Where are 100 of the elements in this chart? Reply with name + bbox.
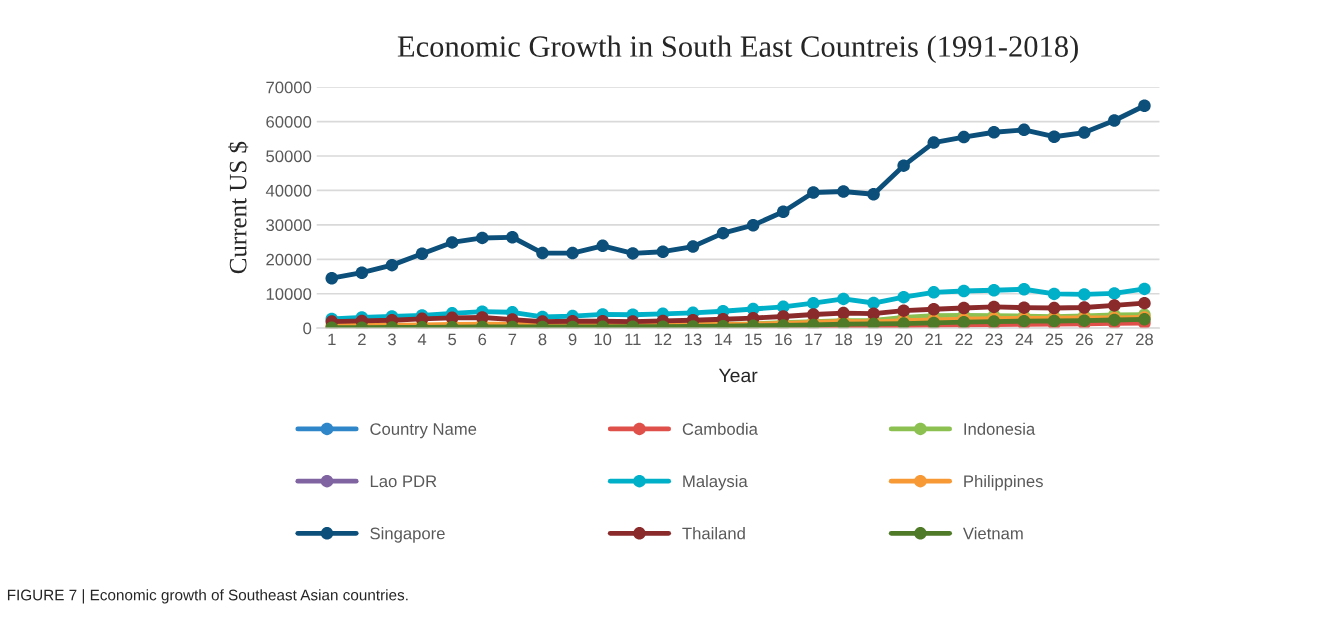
point [927, 136, 940, 149]
point [355, 266, 369, 279]
point [867, 307, 880, 320]
point [626, 247, 639, 260]
x-tick-label: 15 [745, 333, 762, 346]
point [746, 218, 760, 232]
point [957, 301, 971, 315]
legend-label: Lao PDR [370, 475, 437, 488]
point [807, 186, 820, 199]
point [1017, 123, 1031, 137]
x-tick-label: 5 [448, 333, 457, 346]
y-axis-title: Current US $ [228, 141, 249, 274]
point [987, 300, 1001, 314]
point [415, 247, 429, 261]
x-tick-label: 12 [654, 333, 672, 346]
point [957, 130, 971, 144]
point [325, 271, 339, 285]
x-tick-label: 27 [1105, 333, 1123, 346]
y-tick-label: 50000 [266, 150, 312, 163]
point [807, 296, 820, 310]
y-tick-label: 10000 [266, 288, 312, 300]
y-tick-label: 20000 [266, 253, 312, 266]
point [897, 290, 910, 304]
y-tick-label: 60000 [266, 115, 312, 128]
point [1108, 287, 1121, 300]
x-tick-label: 6 [478, 333, 487, 346]
point [1077, 126, 1091, 139]
legend-label: Thailand [682, 527, 745, 540]
point [536, 246, 549, 260]
point [987, 284, 1001, 297]
legend-label: Singapore [370, 527, 445, 543]
legend-label: Vietnam [962, 527, 1023, 540]
point [1047, 130, 1061, 143]
point [1138, 282, 1151, 296]
x-tick-label: 11 [625, 333, 641, 346]
x-tick-label: 14 [715, 333, 732, 346]
point [927, 303, 940, 316]
point [1077, 301, 1091, 314]
point [807, 308, 820, 321]
point [1108, 299, 1121, 312]
point [837, 185, 850, 198]
x-tick-label: 21 [925, 333, 943, 346]
x-tick-label: 4 [417, 333, 427, 346]
x-tick-label: 22 [955, 333, 973, 346]
legend-label: Country Name [370, 423, 477, 439]
x-tick-label: 28 [1136, 333, 1153, 346]
point [716, 226, 730, 240]
point [867, 187, 880, 201]
point [777, 205, 790, 219]
x-tick-label: 25 [1045, 333, 1063, 346]
legend-label: Malaysia [683, 474, 748, 491]
x-tick-label: 7 [508, 333, 517, 346]
point [445, 236, 459, 249]
y-tick-label: 40000 [265, 184, 312, 197]
x-tick-label: 3 [387, 333, 396, 346]
x-tick-label: 1 [328, 333, 336, 346]
x-axis-title: Year [718, 368, 758, 383]
point [1077, 288, 1091, 301]
point [957, 284, 971, 298]
x-tick-label: 9 [568, 333, 577, 346]
point [1047, 287, 1061, 301]
legend-label: Philippines [964, 474, 1043, 491]
point [566, 246, 579, 260]
legend-label: Indonesia [964, 422, 1036, 435]
caption: FIGURE 7 | Economic growth of Southeast Asian countries. [7, 589, 408, 604]
point [867, 296, 880, 310]
x-tick-label: 20 [895, 333, 913, 346]
x-tick-label: 8 [538, 333, 547, 346]
y-tick-label: 70000 [266, 81, 312, 94]
point [506, 231, 519, 244]
legend-label: Cambodia [682, 422, 758, 435]
point [987, 125, 1001, 139]
point [897, 159, 910, 172]
point [686, 240, 700, 253]
point [837, 306, 850, 320]
point [1138, 99, 1151, 112]
x-tick-label: 26 [1075, 333, 1093, 346]
point [1017, 301, 1031, 314]
point [1108, 114, 1121, 127]
point [476, 231, 489, 245]
point [596, 239, 609, 253]
point [837, 292, 850, 306]
y-tick-label: 0 [303, 322, 312, 335]
point [1138, 296, 1151, 310]
point [385, 258, 399, 272]
x-tick-label: 16 [775, 333, 792, 346]
x-tick-label: 24 [1015, 333, 1033, 346]
x-tick-label: 10 [594, 333, 612, 346]
x-tick-label: 2 [358, 333, 366, 346]
x-tick-label: 18 [835, 333, 852, 346]
point [1017, 283, 1031, 296]
point [927, 286, 940, 299]
x-tick-label: 17 [805, 333, 822, 346]
y-tick-label: 30000 [266, 219, 312, 232]
x-tick-label: 19 [865, 333, 883, 346]
x-tick-label: 23 [985, 333, 1003, 346]
x-tick-label: 13 [684, 333, 702, 346]
point [897, 304, 910, 317]
point [656, 245, 670, 258]
point [1047, 301, 1061, 315]
